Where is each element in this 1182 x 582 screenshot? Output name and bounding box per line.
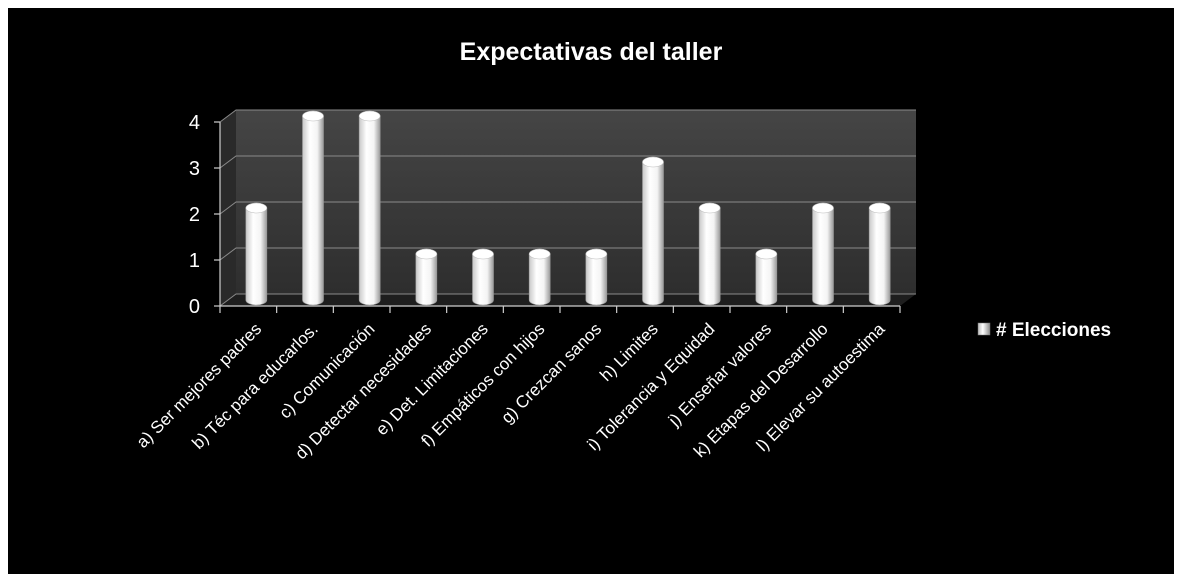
bar-top xyxy=(415,248,438,260)
grid-layer xyxy=(219,109,916,307)
bar xyxy=(868,202,891,306)
bar-body xyxy=(868,207,891,306)
bar-body xyxy=(755,253,778,306)
bar-top xyxy=(812,202,834,214)
bar-top xyxy=(472,248,494,260)
bar-body xyxy=(642,161,664,306)
legend-swatch xyxy=(977,322,991,336)
bar-top xyxy=(245,202,268,214)
y-tick-label: 2 xyxy=(189,204,200,226)
bar-top xyxy=(868,202,891,214)
bar-body xyxy=(812,207,834,306)
bar-top xyxy=(585,248,608,260)
chart-title: Expectativas del taller xyxy=(460,38,723,66)
bar xyxy=(358,110,381,306)
y-tick-label: 3 xyxy=(189,158,200,180)
bar xyxy=(245,202,268,306)
bar-top xyxy=(302,110,324,122)
category-label: j) Enseñar valores xyxy=(664,319,775,430)
bar-body xyxy=(472,253,494,306)
bar-top xyxy=(528,248,551,260)
y-tick-label: 4 xyxy=(189,112,200,134)
axis-layer: 0 1 2 3 4 xyxy=(189,112,901,318)
gridline xyxy=(219,155,916,169)
legend: # Elecciones xyxy=(977,320,1111,341)
bar xyxy=(415,248,438,306)
bar-body xyxy=(245,207,268,306)
gridline xyxy=(219,247,916,261)
bar-body xyxy=(302,115,324,306)
gridline xyxy=(219,109,916,123)
chart-frame: Expectativas del taller 0 1 2 3 4 a) Ser mej… xyxy=(8,8,1174,574)
bar-top xyxy=(698,202,721,214)
bar-top xyxy=(358,110,381,122)
bar-body xyxy=(528,253,551,306)
bar xyxy=(642,156,664,306)
bar xyxy=(528,248,551,306)
bars-layer xyxy=(245,110,891,306)
bar-top xyxy=(755,248,778,260)
bar xyxy=(755,248,778,306)
bar-body xyxy=(415,253,438,306)
gridline xyxy=(219,201,916,215)
legend-label: # Elecciones xyxy=(996,320,1111,341)
bar-body xyxy=(585,253,608,306)
bar-chart: Expectativas del taller 0 1 2 3 4 a) Ser mej… xyxy=(133,38,1111,463)
y-tick-label: 0 xyxy=(189,296,200,318)
bar-top xyxy=(642,156,664,168)
floor xyxy=(220,294,916,306)
y-tick-label: 1 xyxy=(189,250,200,272)
bar xyxy=(585,248,608,306)
bar-body xyxy=(698,207,721,306)
bar-body xyxy=(358,115,381,306)
category-label: g) Crezcan sanos xyxy=(498,319,606,427)
bar xyxy=(812,202,834,306)
category-label: c) Comunicación xyxy=(276,319,379,422)
bar xyxy=(698,202,721,306)
gridline xyxy=(219,293,916,307)
bar xyxy=(472,248,494,306)
bar xyxy=(302,110,324,306)
